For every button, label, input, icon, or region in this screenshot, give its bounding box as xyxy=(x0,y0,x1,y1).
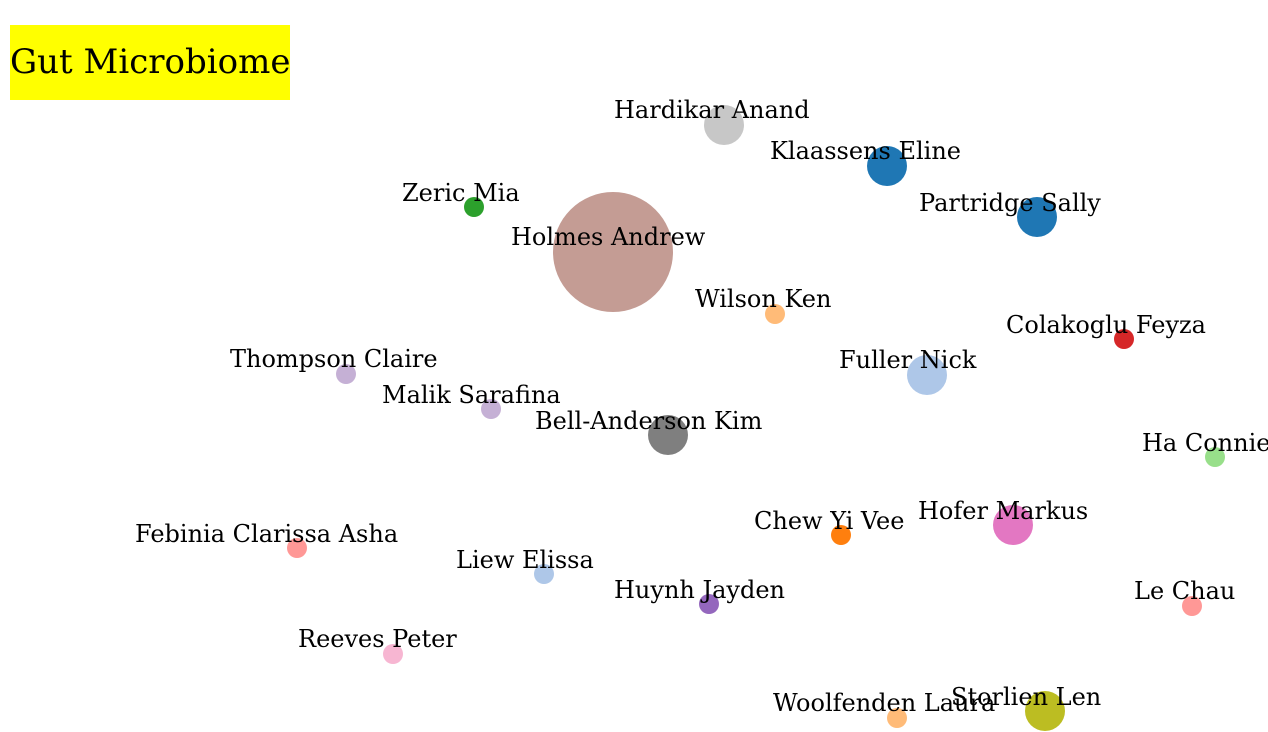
node-ha-connie[interactable] xyxy=(1205,447,1225,467)
node-label-hardikar-anand: Hardikar Anand xyxy=(614,96,810,124)
node-label-ha-connie: Ha Connie xyxy=(1142,429,1268,457)
diagram-title: Gut Microbiome xyxy=(10,25,290,100)
node-klaassens-eline[interactable] xyxy=(867,146,907,186)
node-le-chau[interactable] xyxy=(1182,596,1202,616)
node-label-reeves-peter: Reeves Peter xyxy=(298,625,457,653)
node-label-huynh-jayden: Huynh Jayden xyxy=(614,576,785,604)
node-fuller-nick[interactable] xyxy=(907,355,947,395)
node-label-liew-elissa: Liew Elissa xyxy=(456,546,594,574)
node-label-zeric-mia: Zeric Mia xyxy=(402,179,520,207)
node-bell-anderson-kim[interactable] xyxy=(648,415,688,455)
node-label-klaassens-eline: Klaassens Eline xyxy=(770,137,961,165)
node-hofer-markus[interactable] xyxy=(993,505,1033,545)
node-label-malik-sarafina: Malik Sarafina xyxy=(382,381,561,409)
node-woolfenden-laura[interactable] xyxy=(887,708,907,728)
node-label-fuller-nick: Fuller Nick xyxy=(839,346,977,374)
node-wilson-ken[interactable] xyxy=(765,304,785,324)
node-label-chew-yi-vee: Chew Yi Vee xyxy=(754,507,904,535)
node-chew-yi-vee[interactable] xyxy=(831,525,851,545)
node-label-bell-anderson-kim: Bell-Anderson Kim xyxy=(535,407,763,435)
node-label-colakoglu-feyza: Colakoglu Feyza xyxy=(1006,311,1206,339)
node-reeves-peter[interactable] xyxy=(383,644,403,664)
node-liew-elissa[interactable] xyxy=(534,564,554,584)
node-label-thompson-claire: Thompson Claire xyxy=(230,345,438,373)
node-colakoglu-feyza[interactable] xyxy=(1114,329,1134,349)
node-storlien-len[interactable] xyxy=(1025,691,1065,731)
node-label-storlien-len: Storlien Len xyxy=(951,683,1101,711)
node-hardikar-anand[interactable] xyxy=(704,105,744,145)
node-label-wilson-ken: Wilson Ken xyxy=(695,285,831,313)
node-label-partridge-sally: Partridge Sally xyxy=(919,189,1101,217)
node-holmes-andrew[interactable] xyxy=(553,192,673,312)
node-partridge-sally[interactable] xyxy=(1017,197,1057,237)
node-label-febinia-clarissa-asha: Febinia Clarissa Asha xyxy=(135,520,398,548)
node-label-le-chau: Le Chau xyxy=(1134,577,1235,605)
node-label-holmes-andrew: Holmes Andrew xyxy=(511,223,706,251)
node-zeric-mia[interactable] xyxy=(464,197,484,217)
node-thompson-claire[interactable] xyxy=(336,364,356,384)
node-label-woolfenden-laura: Woolfenden Laura xyxy=(773,689,995,717)
node-label-hofer-markus: Hofer Markus xyxy=(918,497,1088,525)
node-malik-sarafina[interactable] xyxy=(481,399,501,419)
node-febinia-clarissa-asha[interactable] xyxy=(287,538,307,558)
node-huynh-jayden[interactable] xyxy=(699,594,719,614)
